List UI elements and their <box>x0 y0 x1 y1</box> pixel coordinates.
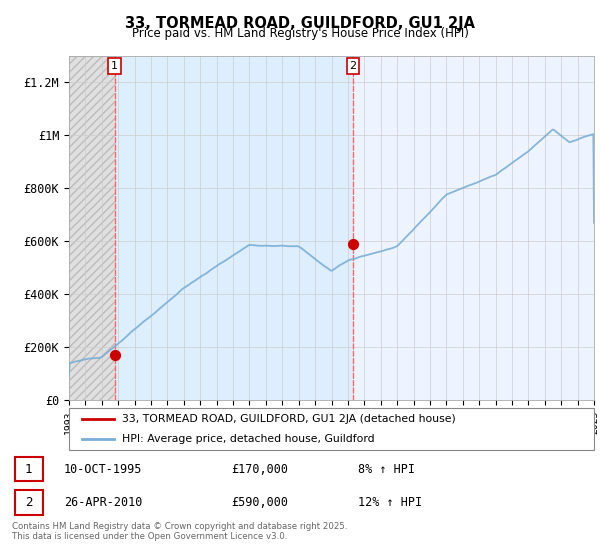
Text: Contains HM Land Registry data © Crown copyright and database right 2025.
This d: Contains HM Land Registry data © Crown c… <box>12 522 347 542</box>
Bar <box>69 56 115 400</box>
FancyBboxPatch shape <box>15 491 43 515</box>
Text: 33, TORMEAD ROAD, GUILDFORD, GU1 2JA (detached house): 33, TORMEAD ROAD, GUILDFORD, GU1 2JA (de… <box>121 414 455 423</box>
Bar <box>353 56 594 400</box>
Text: 26-APR-2010: 26-APR-2010 <box>64 496 142 509</box>
Text: 2: 2 <box>350 61 357 71</box>
Text: £170,000: £170,000 <box>231 463 288 475</box>
Text: 2: 2 <box>25 496 32 509</box>
Text: 33, TORMEAD ROAD, GUILDFORD, GU1 2JA: 33, TORMEAD ROAD, GUILDFORD, GU1 2JA <box>125 16 475 31</box>
FancyBboxPatch shape <box>69 408 594 450</box>
Text: Price paid vs. HM Land Registry's House Price Index (HPI): Price paid vs. HM Land Registry's House … <box>131 27 469 40</box>
Text: 10-OCT-1995: 10-OCT-1995 <box>64 463 142 475</box>
Bar <box>115 56 353 400</box>
Text: 1: 1 <box>25 463 32 475</box>
Text: £590,000: £590,000 <box>231 496 288 509</box>
FancyBboxPatch shape <box>15 457 43 481</box>
Text: 12% ↑ HPI: 12% ↑ HPI <box>358 496 422 509</box>
Point <box>110 351 119 360</box>
Bar <box>69 56 115 400</box>
Point <box>349 240 358 249</box>
Text: 1: 1 <box>111 61 118 71</box>
Text: 8% ↑ HPI: 8% ↑ HPI <box>358 463 415 475</box>
Text: HPI: Average price, detached house, Guildford: HPI: Average price, detached house, Guil… <box>121 434 374 444</box>
